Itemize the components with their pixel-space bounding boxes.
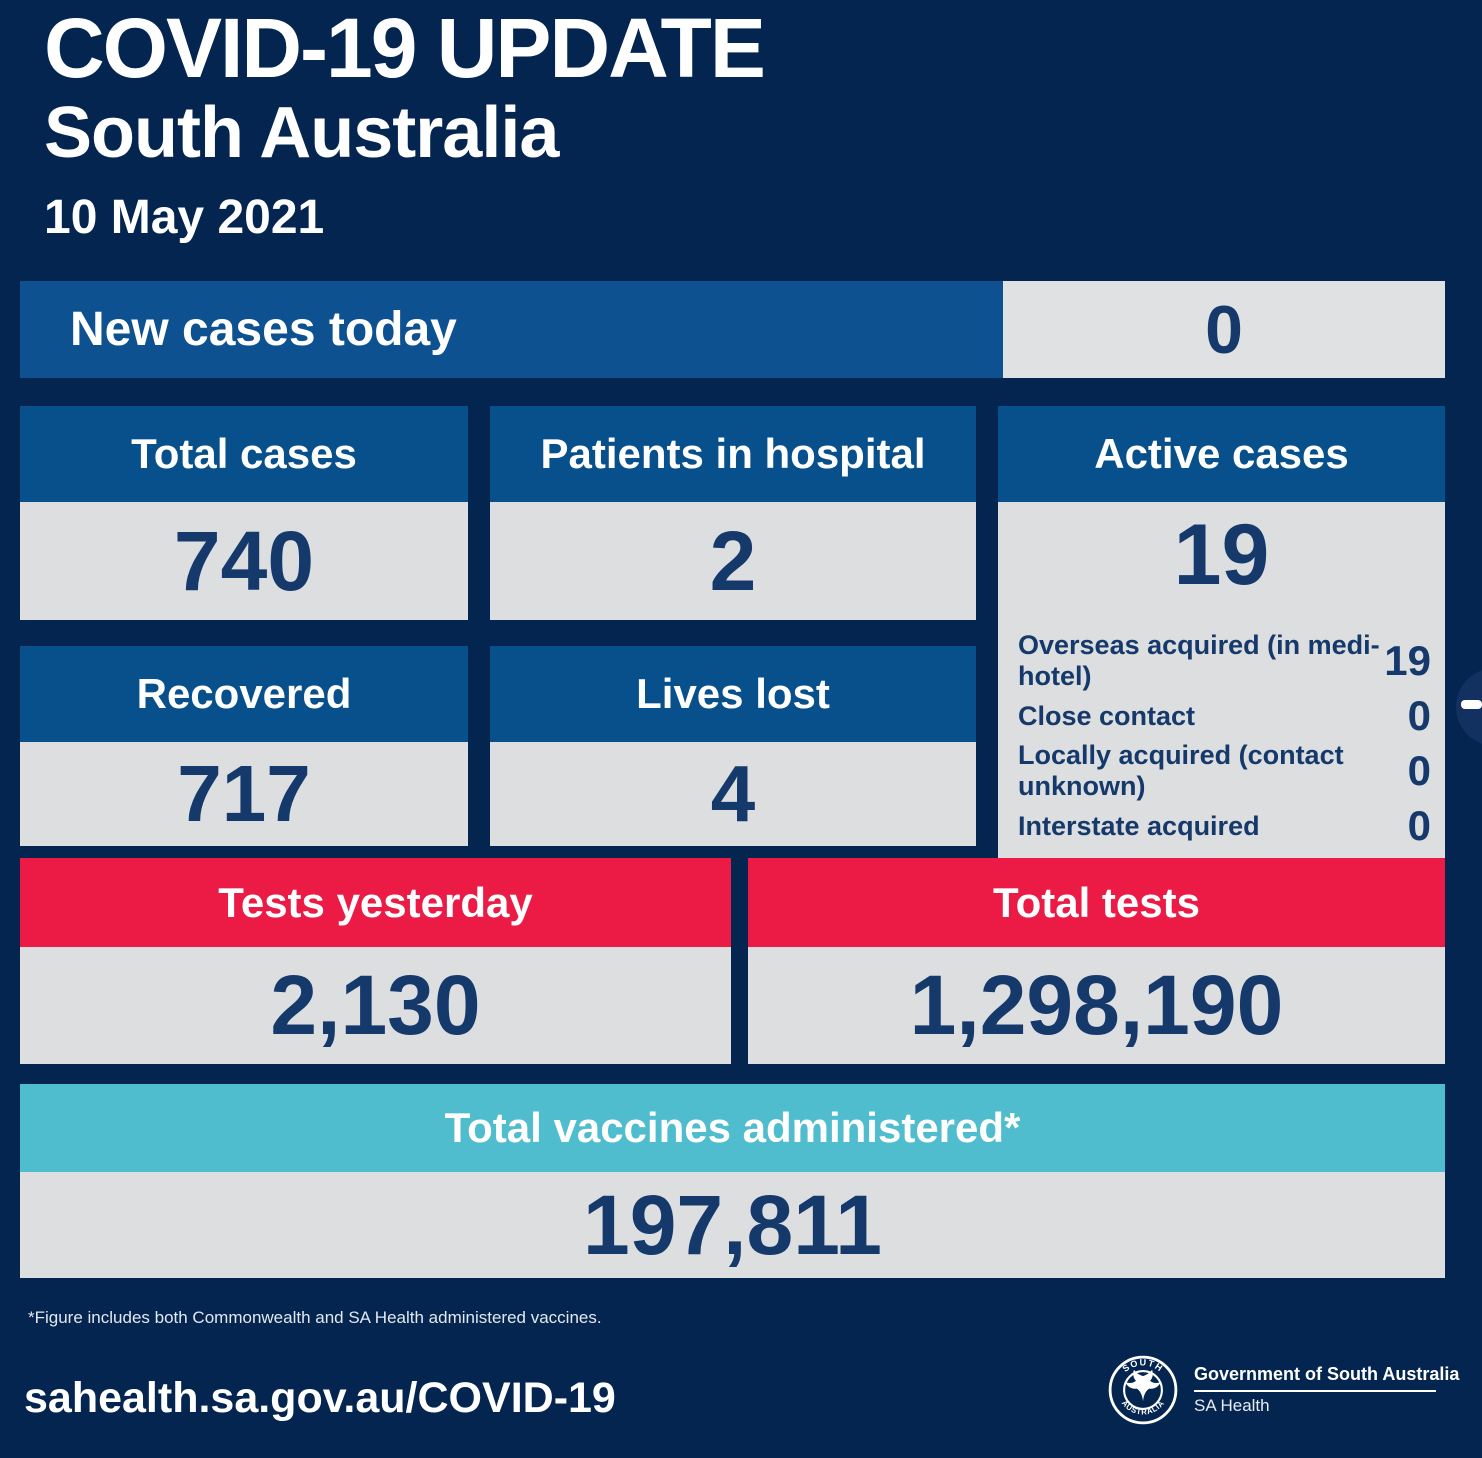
logo-divider: [1194, 1390, 1436, 1392]
government-name: Government of South Australia: [1194, 1364, 1460, 1384]
breakdown-label: Overseas acquired (in medi-hotel): [1018, 630, 1380, 691]
recovered-value: 717: [20, 742, 468, 846]
lives-lost-card: Lives lost 4: [490, 646, 976, 846]
report-date: 10 May 2021: [44, 191, 325, 244]
breakdown-label: Locally acquired (contact unknown): [1018, 740, 1344, 801]
vaccines-header: Total vaccines administered*: [20, 1084, 1445, 1172]
total-tests-header: Total tests: [748, 858, 1445, 947]
total-tests-card: Total tests 1,298,190: [748, 858, 1445, 1064]
new-cases-label: New cases today: [20, 281, 1003, 378]
new-cases-value: 0: [1003, 281, 1445, 378]
tests-yesterday-header: Tests yesterday: [20, 858, 731, 947]
emblem-text-bottom: AUSTRALIA: [1120, 1399, 1166, 1417]
breakdown-value: 0: [1407, 747, 1431, 794]
breakdown-row: Interstate acquired 0: [1018, 802, 1431, 850]
vaccines-card: Total vaccines administered* 197,811: [20, 1084, 1445, 1278]
tests-yesterday-card: Tests yesterday 2,130: [20, 858, 731, 1064]
active-cases-card: Active cases 19 Overseas acquired (in me…: [998, 406, 1445, 912]
active-cases-value: 19: [1173, 507, 1270, 603]
vaccines-value: 197,811: [20, 1172, 1445, 1278]
lives-lost-header: Lives lost: [490, 646, 976, 742]
breakdown-value: 19: [1384, 637, 1431, 684]
breakdown-label: Interstate acquired: [1018, 810, 1260, 841]
page-title: COVID-19 UPDATE: [44, 1, 766, 95]
total-tests-value: 1,298,190: [748, 947, 1445, 1064]
sa-health-logo: SOUTH AUSTRALIA Government of South Aust…: [1108, 1350, 1459, 1430]
active-cases-header: Active cases: [998, 406, 1445, 502]
footer-url: sahealth.sa.gov.au/COVID-19: [24, 1374, 616, 1422]
page-subtitle: South Australia: [44, 93, 559, 173]
total-cases-header: Total cases: [20, 406, 468, 502]
lives-lost-value: 4: [490, 742, 976, 846]
breakdown-value: 0: [1407, 692, 1431, 739]
breakdown-row: Overseas acquired (in medi-hotel) 19: [1018, 630, 1431, 692]
tests-yesterday-value: 2,130: [20, 947, 731, 1064]
patients-in-hospital-value: 2: [490, 502, 976, 620]
breakdown-row: Close contact 0: [1018, 692, 1431, 740]
breakdown-value: 0: [1407, 802, 1431, 849]
total-cases-value: 740: [20, 502, 468, 620]
logo-text: Government of South Australia SA Health: [1194, 1364, 1459, 1416]
breakdown-label: Close contact: [1018, 700, 1196, 731]
patients-in-hospital-header: Patients in hospital: [490, 406, 976, 502]
active-cases-body: 19 Overseas acquired (in medi-hotel) 19 …: [998, 502, 1445, 912]
total-cases-card: Total cases 740: [20, 406, 468, 620]
piping-shrike-icon: [1125, 1369, 1161, 1402]
next-arrow-icon[interactable]: [1461, 700, 1482, 709]
patients-in-hospital-card: Patients in hospital 2: [490, 406, 976, 620]
svg-text:AUSTRALIA: AUSTRALIA: [1120, 1399, 1166, 1417]
agency-name: SA Health: [1194, 1396, 1270, 1415]
recovered-header: Recovered: [20, 646, 468, 742]
breakdown-row: Locally acquired (contact unknown) 0: [1018, 740, 1431, 802]
recovered-card: Recovered 717: [20, 646, 468, 846]
south-australia-emblem-icon: SOUTH AUSTRALIA: [1108, 1355, 1178, 1425]
footnote: *Figure includes both Commonwealth and S…: [28, 1308, 602, 1327]
